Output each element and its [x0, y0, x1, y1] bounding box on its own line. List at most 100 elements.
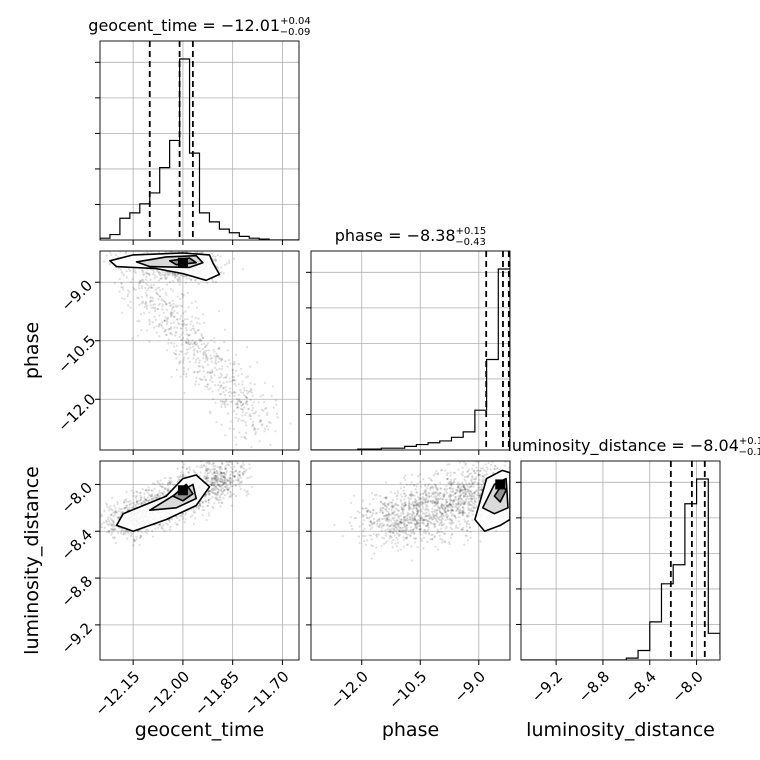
- sample-point: [481, 467, 484, 470]
- sample-point: [164, 316, 167, 319]
- sample-point: [387, 520, 390, 523]
- sample-point: [446, 509, 449, 513]
- sample-point: [181, 512, 185, 515]
- sample-point: [154, 308, 157, 311]
- sample-point: [467, 490, 470, 493]
- sample-point: [194, 361, 197, 364]
- sample-point: [157, 303, 160, 306]
- sample-point: [165, 322, 169, 325]
- sample-point: [253, 427, 256, 430]
- sample-point: [222, 272, 225, 275]
- sample-point: [140, 502, 143, 505]
- sample-point: [211, 390, 214, 393]
- sample-point: [165, 333, 168, 336]
- sample-point: [213, 470, 216, 473]
- sample-point: [259, 420, 262, 423]
- sample-point: [224, 360, 227, 363]
- sample-point: [444, 514, 447, 517]
- sample-point: [206, 504, 209, 507]
- sample-point: [461, 506, 465, 509]
- sample-point: [400, 531, 403, 534]
- sample-point: [238, 454, 240, 456]
- sample-point: [158, 523, 161, 527]
- sample-point: [366, 511, 369, 514]
- sample-point: [391, 504, 394, 507]
- sample-point: [406, 518, 410, 521]
- sample-point: [139, 502, 142, 505]
- sample-point: [424, 532, 427, 535]
- sample-point: [275, 403, 278, 406]
- sample-point: [466, 470, 470, 473]
- sample-point: [496, 467, 499, 470]
- sample-point: [161, 327, 164, 330]
- sample-point: [212, 462, 215, 465]
- sample-point: [203, 509, 206, 512]
- sample-point: [241, 408, 244, 411]
- sample-point: [426, 519, 429, 522]
- sample-point: [463, 501, 466, 504]
- sample-point: [464, 495, 467, 498]
- sample-point: [371, 514, 374, 517]
- sample-point: [232, 479, 235, 483]
- sample-point: [206, 469, 209, 472]
- sample-point: [194, 511, 197, 514]
- sample-point: [174, 353, 178, 356]
- sample-point: [217, 484, 220, 487]
- sample-point: [467, 515, 470, 518]
- sample-point: [154, 288, 157, 291]
- sample-point: [139, 280, 142, 283]
- sample-point: [462, 507, 465, 510]
- sample-point: [207, 504, 210, 507]
- sample-point: [443, 540, 446, 543]
- sample-point: [245, 424, 248, 427]
- sample-point: [446, 472, 449, 475]
- sample-point: [430, 510, 434, 513]
- sample-point: [178, 276, 181, 279]
- sample-point: [140, 284, 143, 288]
- sample-point: [110, 524, 113, 527]
- sample-point: [166, 488, 169, 491]
- sample-point: [491, 461, 494, 464]
- sample-point: [473, 471, 476, 474]
- sample-point: [472, 505, 475, 508]
- sample-point: [393, 522, 396, 525]
- sample-point: [380, 526, 383, 529]
- sample-point: [123, 297, 126, 301]
- sample-point: [218, 275, 221, 278]
- sample-point: [225, 471, 228, 475]
- sample-point: [173, 483, 176, 486]
- sample-point: [382, 502, 385, 505]
- sample-point: [254, 431, 257, 434]
- sample-point: [392, 512, 395, 515]
- sample-point: [183, 322, 186, 325]
- sample-point: [409, 535, 412, 538]
- sample-point: [410, 481, 413, 484]
- sample-point: [532, 494, 534, 496]
- sample-point: [116, 500, 119, 504]
- sample-point: [209, 387, 212, 390]
- sample-point: [208, 494, 211, 497]
- sample-point: [451, 501, 454, 505]
- sample-point: [215, 355, 218, 358]
- sample-point: [215, 472, 219, 475]
- sample-point: [233, 465, 236, 468]
- sample-point: [412, 483, 415, 486]
- sample-point: [169, 326, 173, 329]
- sample-point: [145, 275, 148, 278]
- sample-point: [221, 358, 224, 361]
- sample-point: [219, 255, 222, 258]
- sample-point: [436, 516, 439, 520]
- sample-point: [211, 495, 214, 498]
- sample-point: [468, 492, 471, 495]
- sample-point: [250, 404, 254, 407]
- sample-point: [198, 347, 201, 350]
- sample-point: [518, 508, 520, 510]
- sample-point: [205, 492, 208, 496]
- sample-point: [435, 514, 438, 518]
- sample-point: [159, 277, 162, 280]
- sample-point: [131, 533, 134, 536]
- sample-point: [164, 274, 167, 277]
- sample-point: [414, 501, 417, 504]
- sample-point: [223, 478, 226, 481]
- sample-point: [180, 333, 183, 336]
